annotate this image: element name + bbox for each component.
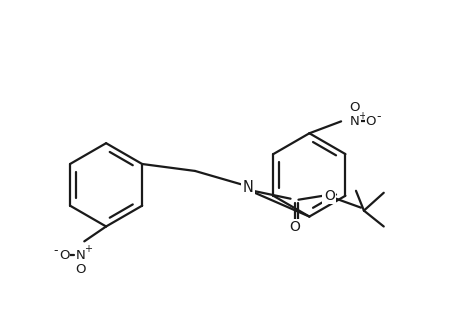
Text: N: N bbox=[243, 180, 253, 195]
Text: O: O bbox=[350, 101, 360, 114]
Text: N: N bbox=[350, 115, 360, 128]
Text: +: + bbox=[84, 244, 92, 254]
Text: N: N bbox=[76, 249, 85, 262]
Text: O: O bbox=[289, 220, 300, 235]
Text: O: O bbox=[75, 263, 85, 276]
Text: -: - bbox=[53, 244, 58, 257]
Text: -: - bbox=[377, 110, 381, 123]
Text: O: O bbox=[59, 249, 70, 262]
Text: O: O bbox=[366, 115, 376, 128]
Text: O: O bbox=[324, 189, 335, 203]
Text: +: + bbox=[358, 112, 366, 121]
